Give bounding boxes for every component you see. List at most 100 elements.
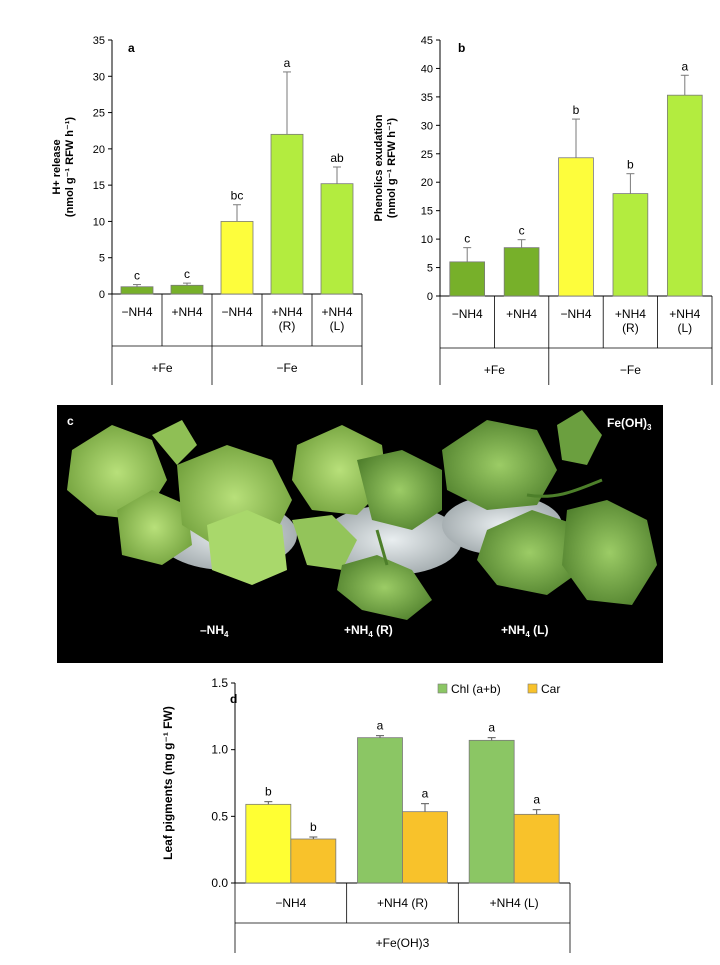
significance-letter: b: [627, 158, 634, 172]
x-category-label: −NH4: [275, 896, 306, 910]
significance-letter: a: [533, 793, 540, 807]
plant-1-leaves: [67, 420, 292, 585]
photo-title: Fe(OH)3: [607, 416, 652, 432]
x-category-label: +NH4: [506, 307, 537, 321]
x-group-label: +Fe(OH)3: [376, 936, 430, 950]
y-tick-label: 30: [93, 71, 105, 83]
y-tick-label: 15: [421, 206, 433, 218]
y-axis-title: Leaf pigments (mg g⁻¹ FW): [161, 706, 175, 860]
significance-letter: c: [134, 269, 140, 283]
pot-2: [322, 505, 462, 575]
x-category-label: +NH4 (L): [490, 896, 539, 910]
x-category-label: +NH4 (R): [377, 896, 428, 910]
significance-letter: c: [464, 232, 470, 246]
x-category-label: (L): [330, 319, 345, 333]
legend-swatch: [527, 683, 538, 694]
x-group-label: +Fe: [151, 361, 172, 375]
h-release-chart-svg: a 0 5 10 15 20 25 30 35 H+ release (nmol g⁻¹ RFW …: [51, 35, 363, 386]
y-tick-label: 25: [421, 149, 433, 161]
bar: [320, 183, 354, 295]
y-tick-label: 35: [93, 35, 105, 47]
y-tick-label: 0: [99, 289, 105, 301]
panel-letter-c: c: [67, 414, 74, 428]
leaf-pigments-chart-svg: d 0.0 0.5 1.0 1.5 Leaf pigments (mg g⁻¹ FW) C…: [161, 676, 571, 953]
significance-letter: a: [681, 59, 688, 73]
bar: [513, 813, 560, 884]
x-group-label: +Fe: [484, 363, 505, 377]
y-tick-label: 25: [93, 108, 105, 120]
panel-letter-b: b: [458, 41, 465, 55]
bar: [503, 247, 540, 297]
panel-c-plant-photo: Fe(OH)3 c –NH4 +NH4 (R) +NH4 (L): [57, 405, 663, 663]
y-tick-label: 1.5: [211, 676, 228, 690]
legend-swatch: [437, 683, 448, 694]
y-axis-title-line1: Phenolics exudation: [373, 114, 385, 221]
bar: [558, 157, 594, 297]
x-category-label: +NH4: [669, 307, 700, 321]
x-group-label: −Fe: [276, 361, 297, 375]
y-tick-label: 35: [421, 92, 433, 104]
bar: [170, 284, 204, 295]
bar: [468, 739, 515, 884]
y-tick-label: 15: [93, 180, 105, 192]
significance-letter: b: [265, 785, 272, 799]
y-tick-label: 1.0: [211, 743, 228, 757]
y-axis-title-line2: (nmol g⁻¹ RFW h⁻¹): [386, 118, 398, 219]
y-tick-label: 5: [427, 263, 433, 275]
legend-label: Chl (a+b): [451, 682, 501, 696]
y-tick-label: 30: [421, 120, 433, 132]
photo-label-minus-nh4: –NH4: [200, 623, 229, 639]
significance-letter: bc: [231, 189, 244, 203]
bar: [270, 133, 304, 295]
significance-letter: ab: [330, 151, 344, 165]
bar: [612, 193, 649, 297]
panel-letter-d: d: [230, 692, 237, 706]
x-group-label: −Fe: [620, 363, 641, 377]
significance-letter: b: [573, 103, 580, 117]
x-category-label: +NH4: [321, 305, 352, 319]
plant-2-leaves: [292, 425, 442, 620]
y-tick-label: 0.0: [211, 876, 228, 890]
bar: [449, 261, 486, 297]
x-category-label: +NH4: [271, 305, 302, 319]
bar: [245, 803, 292, 884]
photo-label-plus-nh4-l: +NH4 (L): [501, 623, 548, 639]
y-tick-label: 0: [427, 291, 433, 303]
y-tick-label: 40: [421, 63, 433, 75]
x-category-label: −NH4: [221, 305, 252, 319]
photo-label-plus-nh4-r: +NH4 (R): [344, 623, 393, 639]
plant-3-leaves: [442, 410, 657, 605]
y-tick-label: 45: [421, 35, 433, 47]
bar: [357, 737, 403, 884]
y-tick-label: 0.5: [211, 809, 228, 823]
panel-a-h-release-chart: a 0 5 10 15 20 25 30 35 H+ release (nmol g⁻¹ RFW …: [0, 0, 370, 386]
x-category-label: (R): [622, 321, 639, 335]
y-axis-title-line1: H+ release: [51, 139, 63, 194]
bar: [220, 221, 254, 295]
x-category-label: −NH4: [121, 305, 152, 319]
significance-letter: a: [377, 719, 384, 733]
plant-photo-illustration: Fe(OH)3 c –NH4 +NH4 (R) +NH4 (L): [67, 410, 657, 639]
y-tick-label: 10: [421, 234, 433, 246]
significance-letter: a: [422, 787, 429, 801]
x-category-label: −NH4: [452, 307, 483, 321]
y-tick-label: 10: [93, 216, 105, 228]
y-tick-label: 20: [421, 177, 433, 189]
significance-letter: c: [184, 267, 190, 281]
x-category-label: +NH4: [171, 305, 202, 319]
significance-letter: a: [284, 56, 291, 70]
x-category-label: −NH4: [560, 307, 591, 321]
bar: [402, 811, 448, 884]
panel-d-leaf-pigments-chart: d 0.0 0.5 1.0 1.5 Leaf pigments (mg g⁻¹ FW) C…: [150, 668, 600, 960]
panel-b-phenolics-chart: b 0 5 10 15 20 25 30 35 40 45 Phenolics exudation(…: [362, 0, 720, 388]
y-tick-label: 5: [99, 253, 105, 265]
bar: [290, 838, 337, 884]
panel-letter-a: a: [128, 41, 135, 55]
y-tick-label: 20: [93, 144, 105, 156]
y-axis-title-line2: (nmol g⁻¹ RFW h⁻¹): [64, 117, 76, 218]
significance-letter: c: [519, 224, 525, 238]
legend-label: Car: [541, 682, 560, 696]
x-category-label: (R): [279, 319, 296, 333]
x-category-label: (L): [677, 321, 692, 335]
